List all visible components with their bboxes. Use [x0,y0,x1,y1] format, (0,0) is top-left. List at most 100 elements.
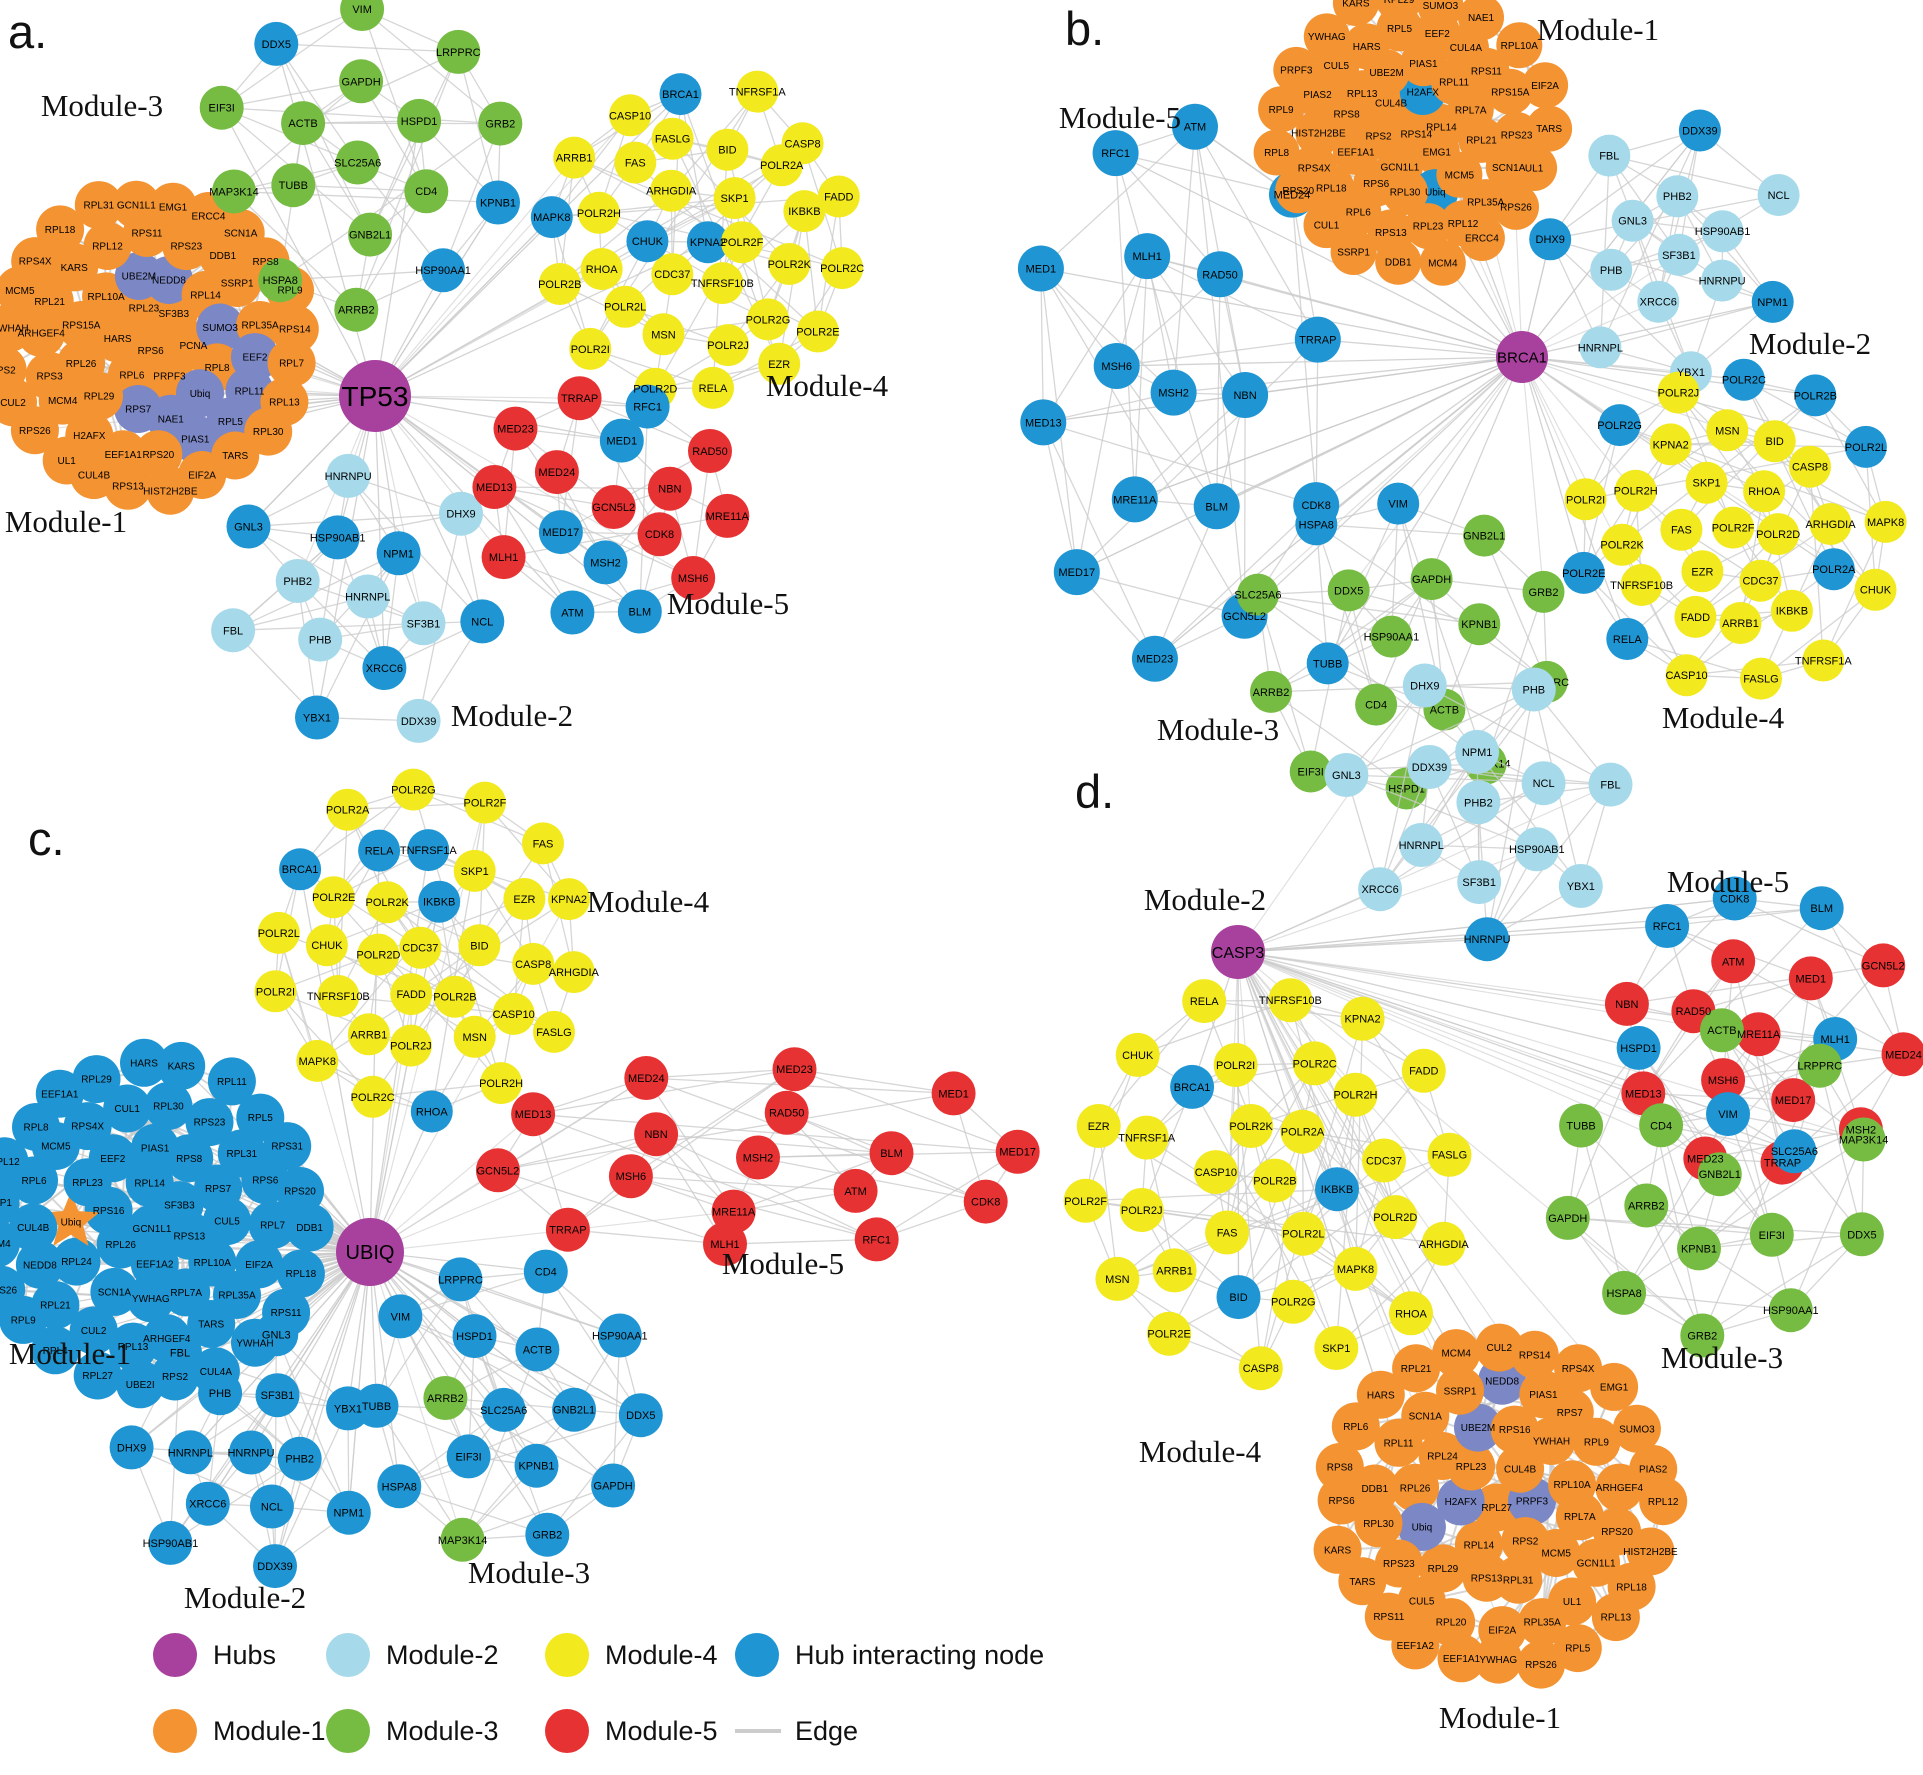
node-gapdh [1545,1195,1590,1240]
edge [724,1238,877,1245]
node-polr2k [1601,523,1644,566]
node-rps8 [1315,1443,1364,1491]
node-label: HARS [1367,1390,1395,1401]
node-label: POLR2K [1600,540,1644,552]
node-arrb1 [1152,1248,1197,1293]
edge [357,162,444,271]
node-label: HSPD1 [1388,783,1425,795]
node-label: FAS [1217,1227,1238,1239]
node-polr2l [1844,425,1887,468]
node-label: RELA [365,846,394,858]
edge [1624,1292,1791,1311]
node-polr2a [1280,1109,1325,1154]
node-cul4b [9,1203,58,1252]
node-label: MED17 [1775,1095,1812,1107]
edge [1677,392,1734,528]
node-label: PRPF3 [153,372,186,383]
edge [560,450,711,533]
node-cd4 [1355,683,1398,726]
node-label: RPL21 [1401,1364,1432,1375]
legend-label: Module-4 [605,1640,718,1670]
node-ezr [758,342,801,385]
edge [1237,925,1668,953]
node-rpl29 [75,372,123,420]
node-label: KARS [61,263,89,274]
node-hspa8 [377,1464,422,1509]
node-label: RELA [1613,634,1642,646]
node-label: H2AFX [1407,88,1440,99]
module-label-b-module-4: Module-4 [1662,700,1785,735]
node-label: XRCC6 [1640,297,1677,309]
node-map3k14 [1841,1117,1886,1162]
node-label: POLR2B [538,279,581,291]
node-hnrnpl [345,574,390,619]
edge [1521,130,1701,358]
node-label: CUL4B [78,471,111,482]
node-rad50 [688,429,732,473]
edge [369,1251,621,1337]
node-mapk8 [296,1039,339,1082]
edge [1076,339,1319,573]
node-label: VIM [391,1311,411,1323]
node-faslg [1427,1132,1472,1177]
edge [1600,301,1773,349]
node-label: RPL5 [1387,24,1412,35]
node-label: RELA [1190,996,1219,1008]
node-label: TUBB [362,1401,391,1413]
edge [1116,1131,1303,1280]
node-label: KARS [1324,1545,1352,1556]
node-label: RPL7 [279,359,304,370]
node-label: ARHGEF4 [1596,1483,1644,1494]
node-label: POLR2E [1147,1329,1190,1341]
legend-swatch-m1 [153,1709,197,1753]
node-label: RPL11 [235,387,265,398]
node-label: POLR2J [707,340,749,352]
node-ssrp1 [1436,1366,1484,1415]
edge [1216,274,1221,507]
node-label: RPL8 [1264,148,1289,159]
node-polr2h [1614,469,1657,512]
node-label: ATM [1722,956,1744,968]
node-label: GNL3 [1618,216,1647,228]
node-label: ACTB [288,118,317,130]
edge [221,80,362,109]
node-dhx9 [1529,218,1572,261]
panel-letter-b: b. [1065,2,1104,55]
edge [1115,152,1523,358]
node-med24 [534,450,579,495]
node-rps20 [134,430,183,479]
node-kpnb1 [476,180,520,225]
node-label: MAP3K14 [438,1535,488,1547]
edge [1237,951,1252,1127]
node-skp1 [1314,1326,1359,1370]
node-label: GCN1L1 [1577,1558,1616,1569]
node-label: EMG1 [1600,1383,1629,1394]
edge [1315,356,1523,506]
panel-letter-d: d. [1075,765,1114,818]
node-tnfrsf1a [1802,639,1845,682]
node-label: FBL [1600,780,1620,792]
edge [1237,951,1783,1164]
node-label: DDX5 [1334,585,1363,597]
node-label: GAPDH [342,76,381,88]
node-fas [522,822,564,865]
node-label: MLH1 [710,1239,739,1251]
edge [1550,194,1779,240]
node-med24 [624,1056,669,1100]
node-hnrnpu [326,453,371,498]
node-label: MLH1 [489,552,518,564]
edge [1549,129,1701,240]
node-polr2j [707,324,750,367]
node-casp10 [609,94,652,137]
hub-node-ubiq [336,1218,404,1286]
node-label: MCM4 [0,1239,11,1250]
node-grb2 [1522,570,1565,613]
hub-label-ubiq: UBIQ [346,1242,395,1264]
edge [1346,688,1535,776]
node-label: POLR2H [1333,1090,1377,1102]
node-rps11 [1364,1592,1413,1641]
node-label: HSPA8 [382,1481,417,1493]
node-fadd [1674,595,1717,638]
node-fas [1660,508,1703,551]
edge [375,1405,464,1541]
